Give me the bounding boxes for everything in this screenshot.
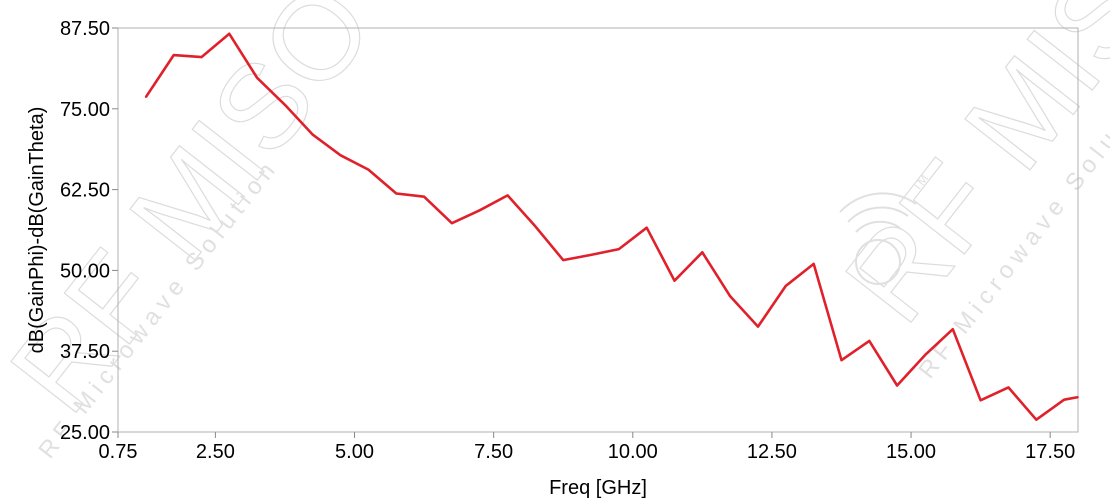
data-point xyxy=(506,194,509,197)
data-point xyxy=(645,226,648,229)
data-point xyxy=(395,192,398,195)
data-point xyxy=(423,195,425,198)
data-point xyxy=(562,259,565,261)
x-axis-title: Freq [GHz] xyxy=(549,477,647,499)
data-point xyxy=(284,104,286,106)
data-point xyxy=(701,251,704,254)
x-tick-label: 7.50 xyxy=(474,441,513,463)
series-layer xyxy=(144,32,1079,422)
data-point xyxy=(172,54,175,56)
data-point xyxy=(729,295,731,298)
data-point xyxy=(256,76,258,79)
y-tick-label: 87.50 xyxy=(60,18,110,40)
data-point xyxy=(228,33,231,35)
data-point xyxy=(896,384,898,387)
y-tick-label: 75.00 xyxy=(60,99,110,121)
data-point xyxy=(979,399,982,402)
data-point xyxy=(590,254,592,256)
x-tick-label: 17.50 xyxy=(1025,441,1075,463)
data-point xyxy=(812,263,815,265)
data-point xyxy=(840,359,843,362)
x-axis-ticks: 0.75 2.50 5.00 7.50 10.00 12.50 15.00 17.50 xyxy=(99,432,1075,463)
data-point xyxy=(757,325,759,328)
data-point xyxy=(534,225,537,228)
data-point xyxy=(451,222,453,225)
data-point xyxy=(1063,398,1065,401)
data-point xyxy=(951,328,954,331)
x-tick-label: 12.50 xyxy=(747,441,797,463)
data-point xyxy=(478,209,481,212)
data-point xyxy=(618,248,620,250)
data-point xyxy=(1077,396,1079,398)
x-tick-label: 10.00 xyxy=(608,441,658,463)
data-point xyxy=(339,154,342,157)
y-tick-label: 25.00 xyxy=(60,422,110,444)
x-tick-label: 15.00 xyxy=(886,441,936,463)
y-axis-title: dB(GainPhi)-dB(GainTheta) xyxy=(26,107,48,354)
wifi-logo-icon xyxy=(839,192,917,285)
data-point xyxy=(311,133,314,136)
data-point xyxy=(145,96,147,98)
data-point xyxy=(924,354,926,356)
data-point xyxy=(868,340,871,342)
data-point xyxy=(200,56,203,58)
data-point xyxy=(1007,386,1010,389)
data-point xyxy=(673,279,676,282)
y-axis-ticks: 25.00 37.50 50.00 62.50 75.00 87.50 xyxy=(60,18,118,444)
y-tick-label: 50.00 xyxy=(60,260,110,282)
data-point xyxy=(1035,418,1038,421)
x-tick-label: 0.75 xyxy=(99,441,138,463)
x-tick-label: 5.00 xyxy=(335,441,374,463)
y-tick-label: 62.50 xyxy=(60,180,110,202)
y-tick-label: 37.50 xyxy=(60,341,110,363)
x-tick-label: 2.50 xyxy=(196,441,235,463)
plot-area-border xyxy=(117,27,1079,433)
data-point xyxy=(785,285,787,287)
data-point xyxy=(367,168,370,171)
